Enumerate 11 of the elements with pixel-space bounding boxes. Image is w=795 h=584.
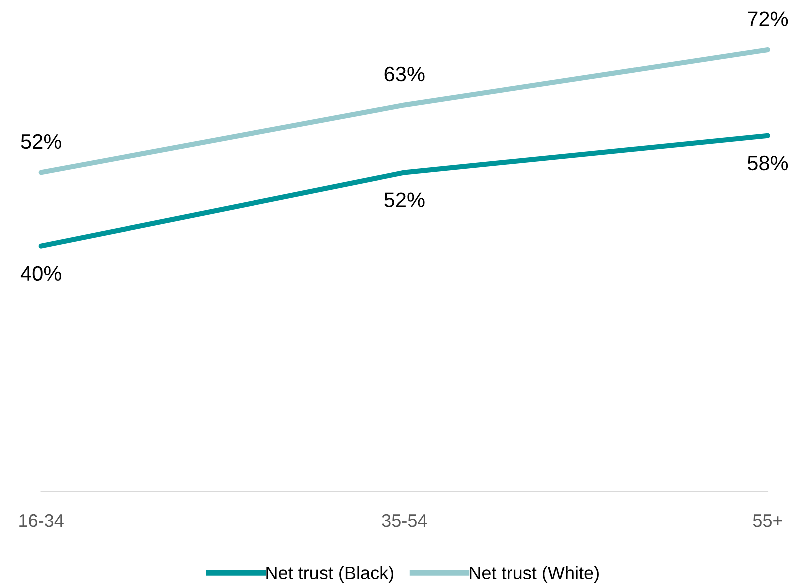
legend-label: Net trust (Black) <box>266 566 394 584</box>
data-label: 72% <box>748 12 788 26</box>
data-label: 58% <box>748 156 788 171</box>
x-tick-label: 55+ <box>753 514 782 528</box>
x-tick-label: 35-54 <box>382 514 428 528</box>
x-tick-label: 16-34 <box>20 514 64 528</box>
data-label: 52% <box>21 134 62 150</box>
data-label: 52% <box>384 192 425 208</box>
data-label: 40% <box>20 266 62 282</box>
legend-label: Net trust (White) <box>470 566 599 584</box>
data-label: 63% <box>384 66 425 82</box>
